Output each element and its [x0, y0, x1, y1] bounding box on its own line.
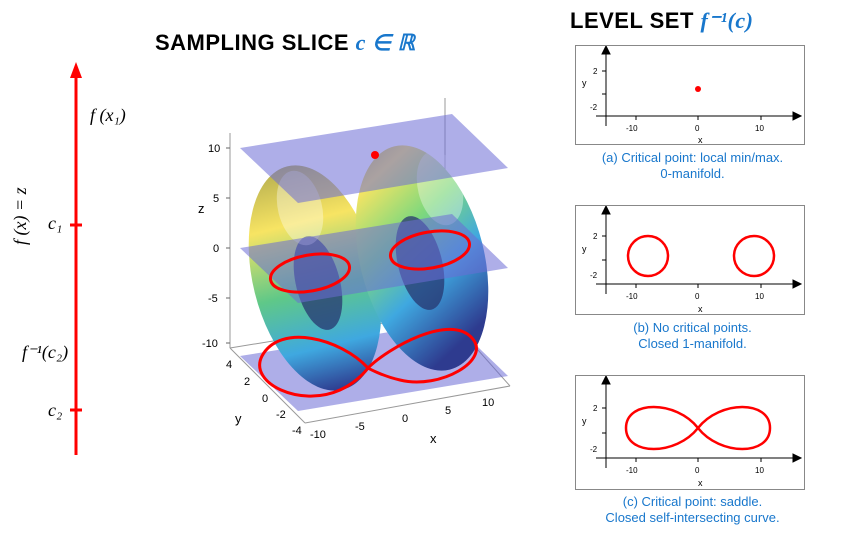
title-main-math: c ∈ ℝ — [356, 30, 416, 55]
fx-label-text: f (x) = z — [10, 187, 30, 245]
title-sampling-slice: SAMPLING SLICE c ∈ ℝ — [155, 30, 415, 56]
caption-b: (b) No critical points. Closed 1-manifol… — [565, 320, 820, 353]
sub-a-ylabel: y — [582, 78, 587, 88]
sub-b-circle-left — [628, 236, 668, 276]
svg-text:5: 5 — [445, 405, 451, 417]
critical-point-top — [371, 151, 379, 159]
svg-text:-10: -10 — [626, 124, 638, 133]
svg-text:10: 10 — [755, 124, 764, 133]
svg-text:10: 10 — [755, 292, 764, 301]
title-right-prefix: LEVEL SET — [570, 8, 701, 33]
z-tick-0: 0 — [213, 243, 219, 255]
fx-equals-z-label: f (x) = z — [10, 187, 31, 245]
svg-text:2: 2 — [593, 232, 598, 241]
svg-text:-2: -2 — [276, 409, 286, 421]
sub-c-lemniscate — [626, 407, 770, 449]
title-main-prefix: SAMPLING SLICE — [155, 30, 356, 55]
svg-text:10: 10 — [482, 397, 494, 409]
caption-c: (c) Critical point: saddle. Closed self-… — [560, 494, 825, 527]
svg-text:-2: -2 — [590, 103, 598, 112]
svg-text:0: 0 — [695, 124, 700, 133]
c2-label: c₂ — [48, 400, 62, 421]
z-tick-5: 5 — [213, 193, 219, 205]
svg-text:10: 10 — [755, 466, 764, 475]
svg-text:-5: -5 — [355, 421, 365, 433]
z-axis-label: z — [198, 201, 205, 216]
subplot-c: -10 0 10 2 -2 x y — [575, 375, 805, 490]
sub-b-xlabel: x — [698, 304, 703, 314]
svg-text:-2: -2 — [590, 445, 598, 454]
y-axis-label: y — [235, 411, 242, 426]
subplot-b: -10 0 10 2 -2 x y — [575, 205, 805, 315]
svg-text:-10: -10 — [310, 429, 326, 441]
z-tick--10: -10 — [202, 338, 218, 350]
svg-text:2: 2 — [593, 67, 598, 76]
svg-text:0: 0 — [262, 393, 268, 405]
title-level-set: LEVEL SET f⁻¹(c) — [570, 8, 753, 34]
x-axis-label: x — [430, 431, 437, 446]
svg-text:-4: -4 — [292, 425, 302, 437]
z-tick-10: 10 — [208, 143, 220, 155]
svg-text:-10: -10 — [626, 292, 638, 301]
finv-c2-label: f⁻¹(c₂) — [22, 342, 68, 363]
sub-a-xlabel: x — [698, 135, 703, 145]
svg-text:0: 0 — [402, 413, 408, 425]
sub-c-xlabel: x — [698, 478, 703, 488]
c1-label: c₁ — [48, 213, 62, 234]
subplot-a: -10 0 10 2 -2 x y — [575, 45, 805, 145]
sub-a-critical-point — [695, 86, 701, 92]
svg-text:2: 2 — [593, 404, 598, 413]
title-right-math: f⁻¹(c) — [701, 8, 754, 33]
z-tick--5: -5 — [208, 293, 218, 305]
svg-text:-10: -10 — [626, 466, 638, 475]
sub-b-ylabel: y — [582, 244, 587, 254]
caption-a: (a) Critical point: local min/max. 0-man… — [565, 150, 820, 183]
svg-text:0: 0 — [695, 466, 700, 475]
fx1-label: f (x₁) — [90, 105, 126, 126]
svg-text:-2: -2 — [590, 271, 598, 280]
sub-b-circle-right — [734, 236, 774, 276]
svg-text:4: 4 — [226, 359, 232, 371]
svg-text:2: 2 — [244, 376, 250, 388]
plot3d-panel: 10 5 0 -5 -10 z 4 2 0 -2 -4 y -10 -5 0 5 — [140, 78, 520, 478]
sub-c-ylabel: y — [582, 416, 587, 426]
svg-text:0: 0 — [695, 292, 700, 301]
